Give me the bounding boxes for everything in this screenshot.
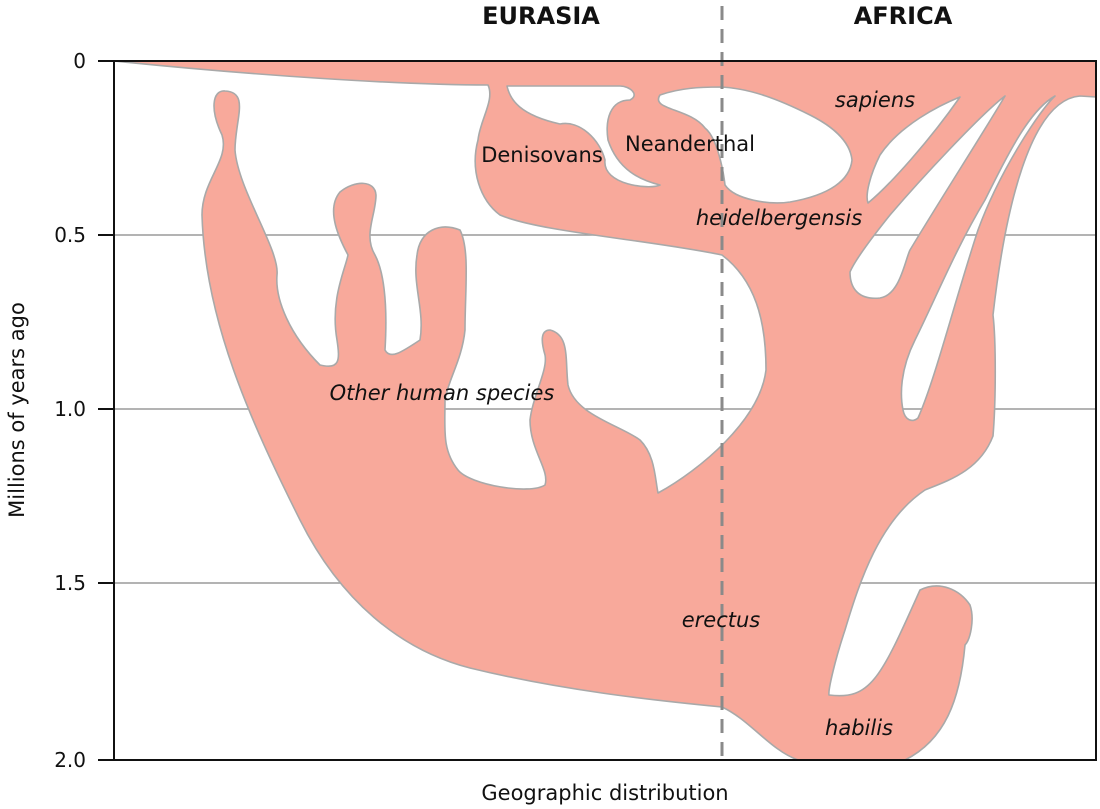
label-habilis: habilis [825, 716, 893, 740]
y-tick-label-1-0: 1.0 [54, 397, 86, 421]
label-other-human-species: Other human species [330, 381, 555, 405]
label-sapiens: sapiens [835, 88, 915, 112]
label-neanderthal: Neanderthal [625, 132, 755, 156]
x-axis-title: Geographic distribution [481, 781, 728, 805]
region-label-africa: AFRICA [854, 2, 953, 30]
y-axis-title: Millions of years ago [5, 302, 29, 518]
lineage-shape [113, 60, 1097, 761]
y-axis: 0 0.5 1.0 1.5 2.0 [54, 49, 114, 772]
y-tick-label-2-0: 2.0 [54, 748, 86, 772]
y-tick-label-0: 0 [73, 49, 86, 73]
region-label-eurasia: EURASIA [482, 2, 600, 30]
chart-frame [113, 60, 1097, 761]
y-tick-label-0-5: 0.5 [54, 223, 86, 247]
label-heidelbergensis: heidelbergensis [696, 206, 862, 230]
label-erectus: erectus [682, 608, 761, 632]
y-tick-label-1-5: 1.5 [54, 571, 86, 595]
label-denisovans: Denisovans [481, 143, 603, 167]
